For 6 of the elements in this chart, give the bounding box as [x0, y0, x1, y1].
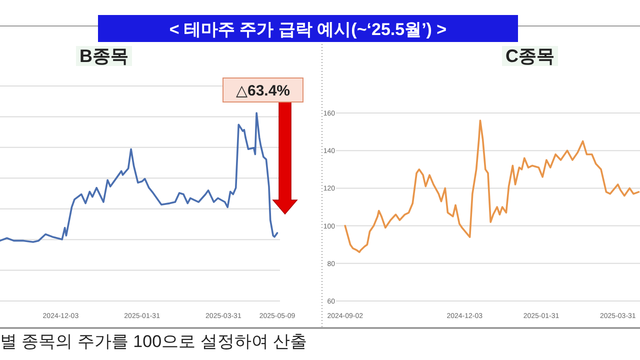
- text: △63.4%: [236, 82, 290, 100]
- text: 별 종목의 주가를 100으로 설정하여 산출: [0, 332, 307, 351]
- chart-title: C종목: [506, 46, 554, 66]
- text: < 테마주 주가 급락 예시(~‘25.5월’) >: [169, 20, 447, 39]
- chart-title: B종목: [80, 46, 128, 66]
- line-series: [344, 120, 640, 254]
